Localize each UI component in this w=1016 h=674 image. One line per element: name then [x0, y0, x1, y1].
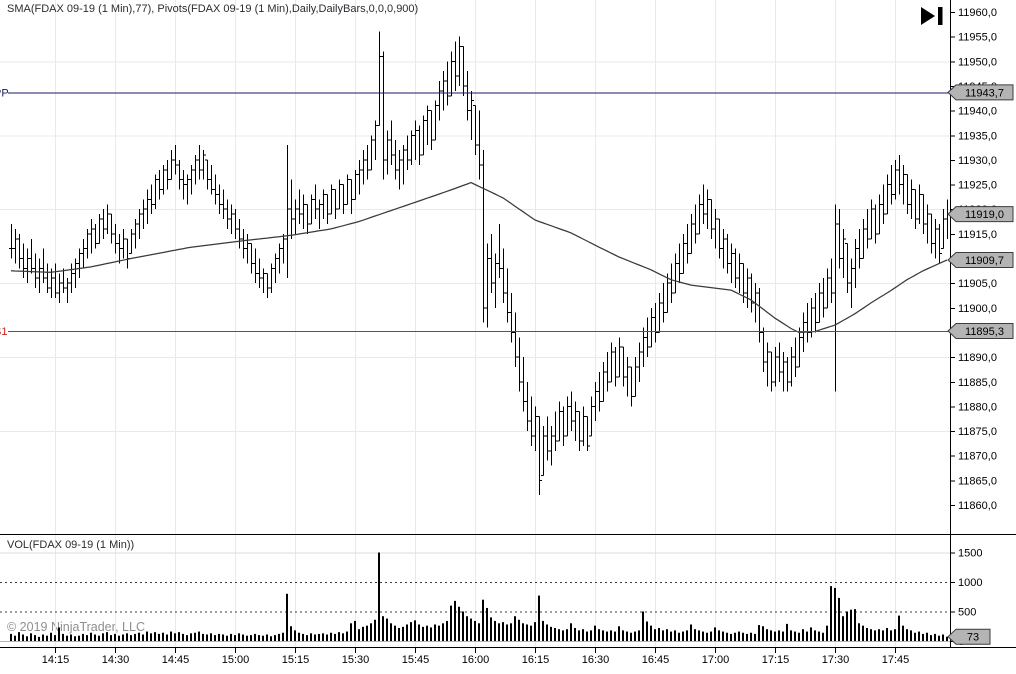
svg-text:11909,7: 11909,7	[965, 255, 1004, 267]
price-tick-label: 11875,0	[958, 426, 997, 438]
svg-text:11919,0: 11919,0	[965, 209, 1004, 221]
volume-indicator-label: VOL(FDAX 09-19 (1 Min))	[7, 539, 135, 551]
volume-bars	[10, 552, 948, 641]
time-tick-label: 15:45	[402, 654, 430, 666]
pivot-s1-label: S1	[0, 326, 7, 338]
price-tick-label: 11905,0	[958, 278, 997, 290]
time-tick-label: 14:45	[162, 654, 190, 666]
volume-tick-label: 1000	[958, 577, 982, 589]
price-tick-label: 11950,0	[958, 56, 997, 68]
price-tick-label: 11885,0	[958, 377, 997, 389]
go-to-last-bar-button[interactable]	[920, 6, 948, 28]
grid-vertical	[55, 0, 896, 647]
time-tick-label: 16:00	[462, 654, 490, 666]
price-tick-label: 11925,0	[958, 180, 997, 192]
sma-line	[10, 181, 948, 334]
price-tick-label: 11915,0	[958, 229, 997, 241]
time-tick-label: 14:15	[42, 654, 70, 666]
time-tick-label: 17:00	[702, 654, 730, 666]
price-tag-pivot-s1: 11895,3	[947, 322, 1014, 339]
pivot-s1-line: S1	[0, 326, 950, 338]
price-bars	[9, 31, 950, 496]
price-tags: 11943,7 11919,0 11909,7 11895,3 73	[947, 84, 1014, 645]
price-tick-label: 11940,0	[958, 106, 997, 118]
time-tick-label: 16:30	[582, 654, 610, 666]
price-tick-label: 11930,0	[958, 155, 997, 167]
price-tick-label: 11900,0	[958, 303, 997, 315]
price-tick-label: 11865,0	[958, 475, 997, 487]
time-tick-label: 16:15	[522, 654, 550, 666]
panel-borders	[0, 0, 1016, 648]
pivot-pp-label: PP	[0, 87, 9, 99]
indicator-label: SMA(FDAX 09-19 (1 Min),77), Pivots(FDAX …	[7, 3, 419, 15]
price-tag-pivot-pp: 11943,7	[947, 84, 1014, 101]
price-tick-label: 11955,0	[958, 32, 997, 44]
time-tick-label: 17:30	[822, 654, 850, 666]
pivot-pp-line: PP	[0, 87, 950, 99]
svg-text:11943,7: 11943,7	[965, 87, 1004, 99]
price-tick-label: 11860,0	[958, 500, 997, 512]
time-tick-label: 16:45	[642, 654, 670, 666]
price-tick-label: 11890,0	[958, 352, 997, 364]
price-tick-label: 11870,0	[958, 451, 997, 463]
price-tag-last-price: 11919,0	[947, 206, 1014, 223]
volume-tag-last: 73	[947, 628, 991, 645]
price-tag-sma-value: 11909,7	[947, 251, 1014, 268]
price-tick-label: 11960,0	[958, 7, 997, 19]
time-tick-label: 17:45	[882, 654, 910, 666]
play-to-end-icon	[921, 7, 943, 25]
svg-text:11895,3: 11895,3	[965, 326, 1004, 338]
time-tick-label: 17:15	[762, 654, 790, 666]
volume-tick-label: 500	[958, 607, 976, 619]
price-tick-label: 11880,0	[958, 401, 997, 413]
time-tick-label: 15:00	[222, 654, 250, 666]
volume-gridlines	[0, 552, 950, 642]
svg-text:73: 73	[967, 632, 979, 644]
ninjatrader-watermark: © 2019 NinjaTrader, LLC	[7, 620, 145, 634]
time-tick-label: 15:30	[342, 654, 370, 666]
price-tick-label: 11935,0	[958, 130, 997, 142]
volume-tick-label: 1500	[958, 548, 982, 560]
time-tick-label: 15:15	[282, 654, 310, 666]
time-axis[interactable]: 14:15 14:30 14:45 15:00 15:15 15:30 15:45 16:00…	[42, 647, 910, 666]
time-tick-label: 14:30	[102, 654, 130, 666]
